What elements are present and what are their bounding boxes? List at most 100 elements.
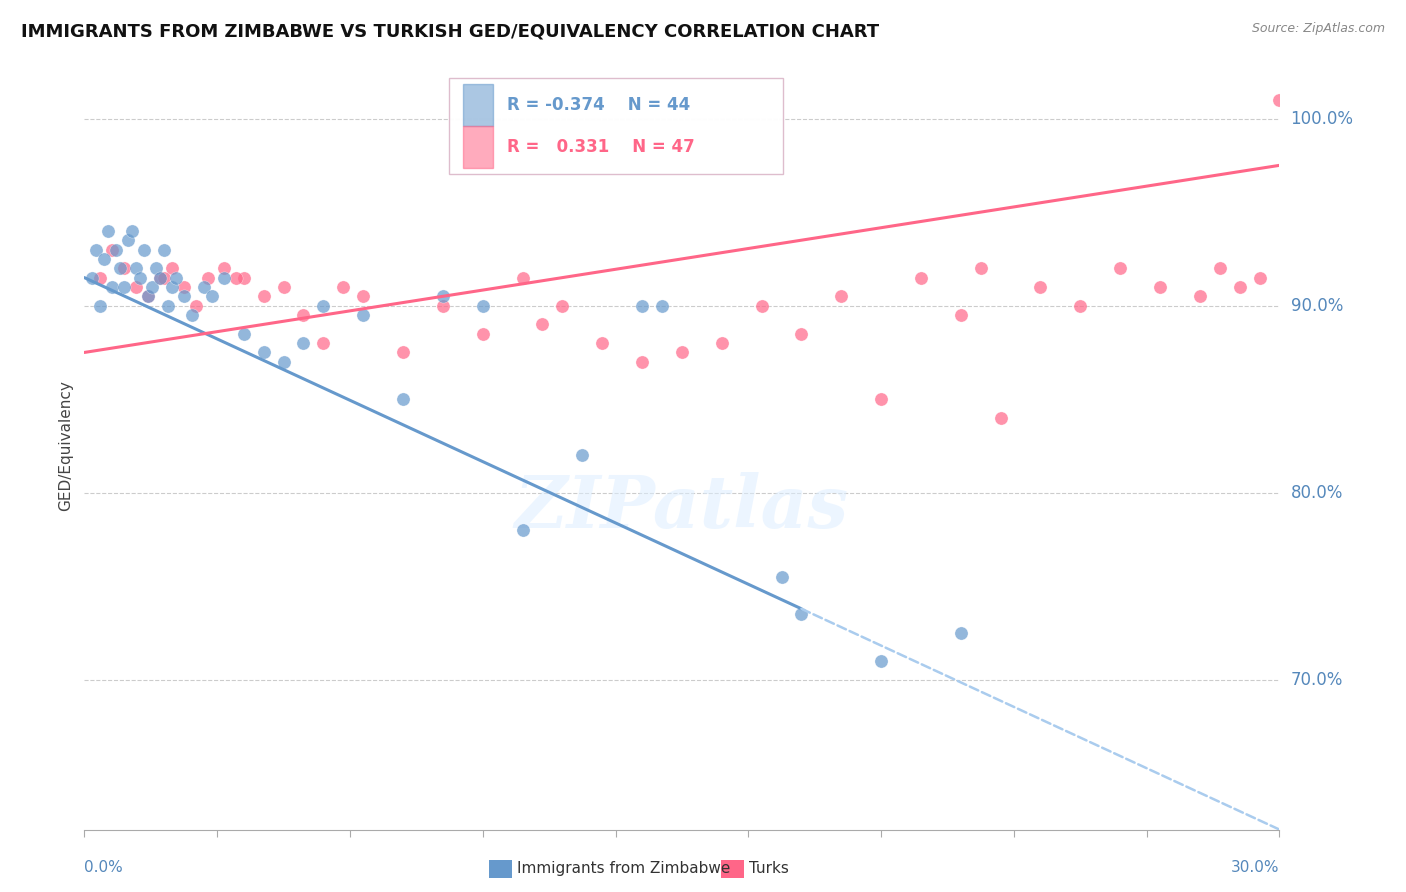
Text: Source: ZipAtlas.com: Source: ZipAtlas.com — [1251, 22, 1385, 36]
Bar — [463, 126, 494, 168]
Point — [392, 392, 415, 407]
Text: 0.0%: 0.0% — [84, 860, 124, 875]
Point — [153, 243, 176, 257]
Point — [392, 345, 415, 359]
Point — [790, 326, 813, 341]
Point — [1249, 270, 1271, 285]
Point — [93, 252, 115, 266]
Point — [531, 318, 554, 332]
Point — [1229, 280, 1251, 294]
Point — [1188, 289, 1211, 303]
Point — [292, 308, 315, 322]
Point — [212, 261, 235, 276]
Point — [432, 299, 454, 313]
Point — [89, 299, 111, 313]
Point — [273, 355, 295, 369]
Point — [212, 270, 235, 285]
Point — [990, 411, 1012, 425]
Point — [117, 233, 139, 247]
Point — [970, 261, 993, 276]
Point — [197, 270, 219, 285]
Text: Turks: Turks — [749, 862, 789, 876]
Point — [591, 336, 613, 351]
Point — [136, 289, 159, 303]
Point — [181, 308, 204, 322]
Point — [121, 224, 143, 238]
Point — [110, 261, 132, 276]
Point — [112, 280, 135, 294]
Point — [1149, 280, 1171, 294]
Text: 30.0%: 30.0% — [1232, 860, 1279, 875]
Point — [193, 280, 215, 294]
Point — [125, 261, 148, 276]
Point — [870, 392, 893, 407]
Point — [770, 570, 793, 584]
Point — [232, 270, 254, 285]
Point — [751, 299, 773, 313]
Point — [136, 289, 159, 303]
Point — [471, 299, 494, 313]
Text: 70.0%: 70.0% — [1291, 671, 1343, 689]
FancyBboxPatch shape — [449, 78, 783, 174]
Point — [830, 289, 852, 303]
Point — [571, 448, 593, 462]
Point — [312, 299, 335, 313]
Point — [1268, 93, 1291, 107]
Point — [352, 289, 374, 303]
Point — [145, 261, 167, 276]
Point — [631, 299, 654, 313]
Point — [273, 280, 295, 294]
Point — [949, 626, 972, 640]
Point — [132, 243, 156, 257]
Point — [225, 270, 247, 285]
Point — [710, 336, 733, 351]
Point — [173, 289, 195, 303]
Point — [870, 654, 893, 668]
Text: R =   0.331    N = 47: R = 0.331 N = 47 — [508, 138, 695, 156]
Point — [184, 299, 207, 313]
Point — [471, 326, 494, 341]
Point — [512, 270, 534, 285]
Point — [432, 289, 454, 303]
Point — [149, 270, 172, 285]
Point — [141, 280, 163, 294]
Point — [253, 289, 276, 303]
Y-axis label: GED/Equivalency: GED/Equivalency — [58, 381, 73, 511]
Text: IMMIGRANTS FROM ZIMBABWE VS TURKISH GED/EQUIVALENCY CORRELATION CHART: IMMIGRANTS FROM ZIMBABWE VS TURKISH GED/… — [21, 22, 879, 40]
Text: 80.0%: 80.0% — [1291, 483, 1343, 502]
Point — [105, 243, 128, 257]
Point — [671, 345, 693, 359]
Point — [512, 523, 534, 537]
Text: R = -0.374    N = 44: R = -0.374 N = 44 — [508, 95, 690, 113]
Point — [86, 243, 108, 257]
Text: Immigrants from Zimbabwe: Immigrants from Zimbabwe — [517, 862, 731, 876]
Bar — [463, 84, 494, 126]
Point — [153, 270, 176, 285]
Point — [97, 224, 120, 238]
Point — [352, 308, 374, 322]
Point — [651, 299, 673, 313]
Point — [89, 270, 111, 285]
Text: 90.0%: 90.0% — [1291, 297, 1343, 315]
Point — [910, 270, 932, 285]
Point — [125, 280, 148, 294]
Point — [129, 270, 152, 285]
Point — [292, 336, 315, 351]
Point — [949, 308, 972, 322]
Point — [201, 289, 224, 303]
Point — [101, 280, 124, 294]
Point — [173, 280, 195, 294]
Point — [551, 299, 574, 313]
Point — [312, 336, 335, 351]
Point — [1029, 280, 1052, 294]
Point — [160, 261, 183, 276]
Text: 100.0%: 100.0% — [1291, 110, 1354, 128]
Point — [165, 270, 187, 285]
Point — [82, 270, 104, 285]
Point — [253, 345, 276, 359]
Point — [1209, 261, 1232, 276]
Point — [1069, 299, 1091, 313]
Point — [101, 243, 124, 257]
Point — [232, 326, 254, 341]
Point — [790, 607, 813, 622]
